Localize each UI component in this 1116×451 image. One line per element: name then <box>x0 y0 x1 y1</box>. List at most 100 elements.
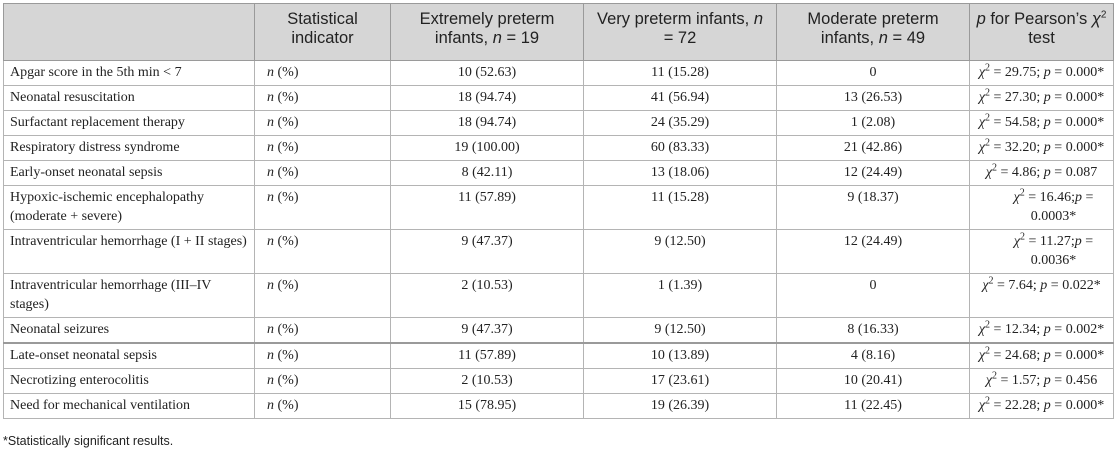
moderate-preterm-cell: 10 (20.41) <box>776 368 970 394</box>
indicator-var: n <box>267 65 274 80</box>
extremely-preterm-cell: 2 (10.53) <box>390 368 584 394</box>
separator: ; <box>1036 373 1044 388</box>
p-value: 0.0036* <box>1030 253 1077 268</box>
very-preterm-cell: 1 (1.39) <box>583 273 777 318</box>
chi-superscript: 2 <box>988 275 994 287</box>
header-blank <box>3 3 255 61</box>
p-symbol: p <box>1040 278 1048 293</box>
extremely-preterm-cell: 19 (100.00) <box>390 135 584 161</box>
separator: ; <box>1036 348 1044 363</box>
indicator-unit: (%) <box>274 90 299 105</box>
chi-symbol: χ <box>985 373 992 388</box>
extremely-preterm-cell: 9 (47.37) <box>390 229 584 274</box>
p-value-cell: χ2 = 4.86; p = 0.087 <box>969 160 1114 186</box>
moderate-preterm-cell: 12 (24.49) <box>776 229 970 274</box>
row-label: Hypoxic-ischemic encephalopathy (moderat… <box>3 185 255 230</box>
row-label: Apgar score in the 5th min < 7 <box>3 60 255 86</box>
equals-sign: = <box>989 65 1005 80</box>
equals-sign: = <box>1050 165 1066 180</box>
header-moderate-preterm: Moderate preterm infants, n = 49 <box>776 3 970 61</box>
row-label: Late-onset neonatal sepsis <box>3 342 255 369</box>
statistical-indicator-cell: n (%) <box>254 368 391 394</box>
separator: ; <box>1036 140 1044 155</box>
chi-square-value: 54.58 <box>1004 115 1037 130</box>
indicator-unit: (%) <box>274 165 299 180</box>
chi-square-value: 1.57 <box>1011 373 1037 388</box>
very-preterm-cell: 41 (56.94) <box>583 85 777 111</box>
p-value: 0.000* <box>1065 65 1105 80</box>
indicator-var: n <box>267 322 274 337</box>
row-label: Neonatal seizures <box>3 317 255 344</box>
chi-symbol: χ <box>978 322 985 337</box>
indicator-var: n <box>267 348 274 363</box>
statistical-indicator-cell: n (%) <box>254 185 391 230</box>
indicator-var: n <box>267 190 274 205</box>
table-row: Neonatal seizures n (%) 9 (47.37) 9 (12.50)… <box>3 317 1114 344</box>
moderate-preterm-cell: 0 <box>776 273 970 318</box>
row-label: Surfactant replacement therapy <box>3 110 255 136</box>
p-value-cell: χ2 = 7.64; p = 0.022* <box>969 273 1114 318</box>
very-preterm-cell: 11 (15.28) <box>583 60 777 86</box>
chi-superscript: 2 <box>991 162 997 174</box>
very-preterm-cell: 17 (23.61) <box>583 368 777 394</box>
moderate-preterm-cell: 11 (22.45) <box>776 393 970 419</box>
indicator-unit: (%) <box>274 65 299 80</box>
chi-superscript: 2 <box>984 87 990 99</box>
separator: ; <box>1036 322 1044 337</box>
indicator-unit: (%) <box>274 322 299 337</box>
p-value: 0.022* <box>1062 278 1101 293</box>
indicator-unit: (%) <box>274 398 299 413</box>
p-value: 0.087 <box>1065 165 1098 180</box>
chi-square-value: 27.30 <box>1004 90 1037 105</box>
equals-sign: = <box>989 115 1005 130</box>
chi-square-value: 24.68 <box>1004 348 1037 363</box>
equals-sign: = <box>989 140 1005 155</box>
p-value: 0.002* <box>1065 322 1105 337</box>
p-symbol: p <box>1075 190 1083 205</box>
very-preterm-cell: 13 (18.06) <box>583 160 777 186</box>
very-preterm-cell: 11 (15.28) <box>583 185 777 230</box>
moderate-preterm-cell: 4 (8.16) <box>776 342 970 369</box>
header-p-value: p for Pearson’s χ2 test <box>969 3 1114 61</box>
p-value-cell: χ2 = 22.28; p = 0.000* <box>969 393 1114 419</box>
equals-sign: = <box>996 373 1012 388</box>
equals-sign: = <box>1050 115 1066 130</box>
chi-superscript: 2 <box>984 137 990 149</box>
chi-symbol: χ <box>1013 234 1020 249</box>
equals-sign: = <box>1050 373 1066 388</box>
statistical-indicator-cell: n (%) <box>254 135 391 161</box>
table-row: Early-onset neonatal sepsis n (%) 8 (42.11… <box>3 160 1114 186</box>
moderate-preterm-cell: 9 (18.37) <box>776 185 970 230</box>
statistical-indicator-cell: n (%) <box>254 273 391 318</box>
equals-sign: = <box>1024 190 1040 205</box>
moderate-preterm-cell: 12 (24.49) <box>776 160 970 186</box>
indicator-unit: (%) <box>274 140 299 155</box>
chi-superscript: 2 <box>984 345 990 357</box>
moderate-preterm-cell: 13 (26.53) <box>776 85 970 111</box>
p-value-cell: χ2 = 16.46;p = 0.0003* <box>969 185 1114 230</box>
row-label: Need for mechanical ventilation <box>3 393 255 419</box>
p-value: 0.0003* <box>1030 209 1077 224</box>
indicator-unit: (%) <box>274 190 299 205</box>
chi-symbol: χ <box>1013 190 1020 205</box>
indicator-unit: (%) <box>274 115 299 130</box>
chi-square-value: 7.64 <box>1008 278 1033 293</box>
row-label: Intraventricular hemorrhage (I + II stag… <box>3 229 255 274</box>
chi-square-value: 32.20 <box>1004 140 1037 155</box>
equals-sign: = <box>1050 322 1066 337</box>
p-symbol: p <box>1043 165 1051 180</box>
chi-square-value: 4.86 <box>1011 165 1037 180</box>
separator: ; <box>1036 398 1044 413</box>
chi-superscript: 2 <box>1019 187 1025 199</box>
table-row: Respiratory distress syndrome n (%) 19 (10… <box>3 135 1114 161</box>
statistical-indicator-cell: n (%) <box>254 85 391 111</box>
p-value: 0.000* <box>1065 348 1105 363</box>
table-row: Neonatal resuscitation n (%) 18 (94.74) 41 … <box>3 85 1114 111</box>
chi-square-value: 16.46 <box>1039 190 1072 205</box>
chi-symbol: χ <box>978 398 985 413</box>
p-symbol: p <box>1043 90 1051 105</box>
table-row: Hypoxic-ischemic encephalopathy (moderat… <box>3 185 1114 230</box>
very-preterm-cell: 10 (13.89) <box>583 342 777 369</box>
equals-sign: = <box>993 278 1009 293</box>
